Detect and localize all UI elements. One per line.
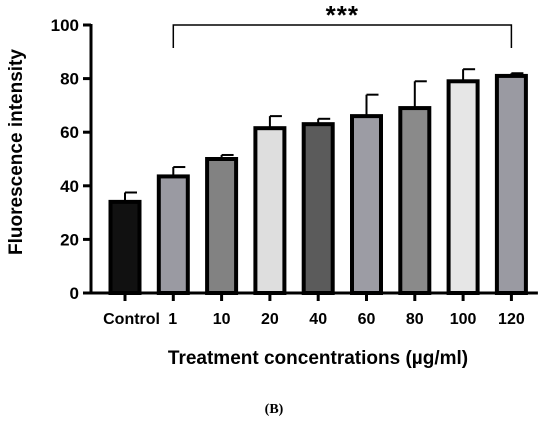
x-tick-label: 120 xyxy=(498,311,525,328)
x-tick-label: 40 xyxy=(309,311,327,328)
bars xyxy=(108,68,528,296)
significance-stars: *** xyxy=(326,0,359,30)
y-tick-label: 0 xyxy=(70,284,79,303)
y-tick-label: 60 xyxy=(60,123,79,142)
bar xyxy=(494,73,528,295)
bar xyxy=(350,114,383,296)
y-axis: 0 20 40 60 80 100 xyxy=(51,16,93,303)
y-tick-label: 80 xyxy=(60,70,79,89)
y-tick-label: 40 xyxy=(60,177,79,196)
y-tick-label: 20 xyxy=(60,230,79,249)
x-axis-title: Treatment concentrations (µg/ml) xyxy=(168,348,468,369)
x-tick-label: 20 xyxy=(261,311,279,328)
x-tick-label: Control xyxy=(103,311,160,328)
y-axis-title: Fluorescence intensity xyxy=(6,49,27,255)
x-tick-label: 100 xyxy=(450,311,477,328)
bar xyxy=(301,122,335,295)
x-tick-label: 80 xyxy=(406,311,424,328)
x-tick-label: 1 xyxy=(168,311,177,328)
y-tick-label: 100 xyxy=(51,16,79,35)
figure-caption: (B) xyxy=(265,402,284,417)
bar xyxy=(398,106,432,295)
significance-bracket: *** xyxy=(172,0,513,48)
x-tick-label: 10 xyxy=(213,311,231,328)
bar xyxy=(156,174,190,295)
bar xyxy=(253,126,287,295)
x-tick-label: 60 xyxy=(358,311,376,328)
significance-line xyxy=(172,24,513,48)
bar xyxy=(108,199,142,296)
bar xyxy=(205,157,239,295)
x-axis: Control 1 10 20 40 60 80 100 120 xyxy=(89,291,538,328)
bar xyxy=(446,79,480,295)
